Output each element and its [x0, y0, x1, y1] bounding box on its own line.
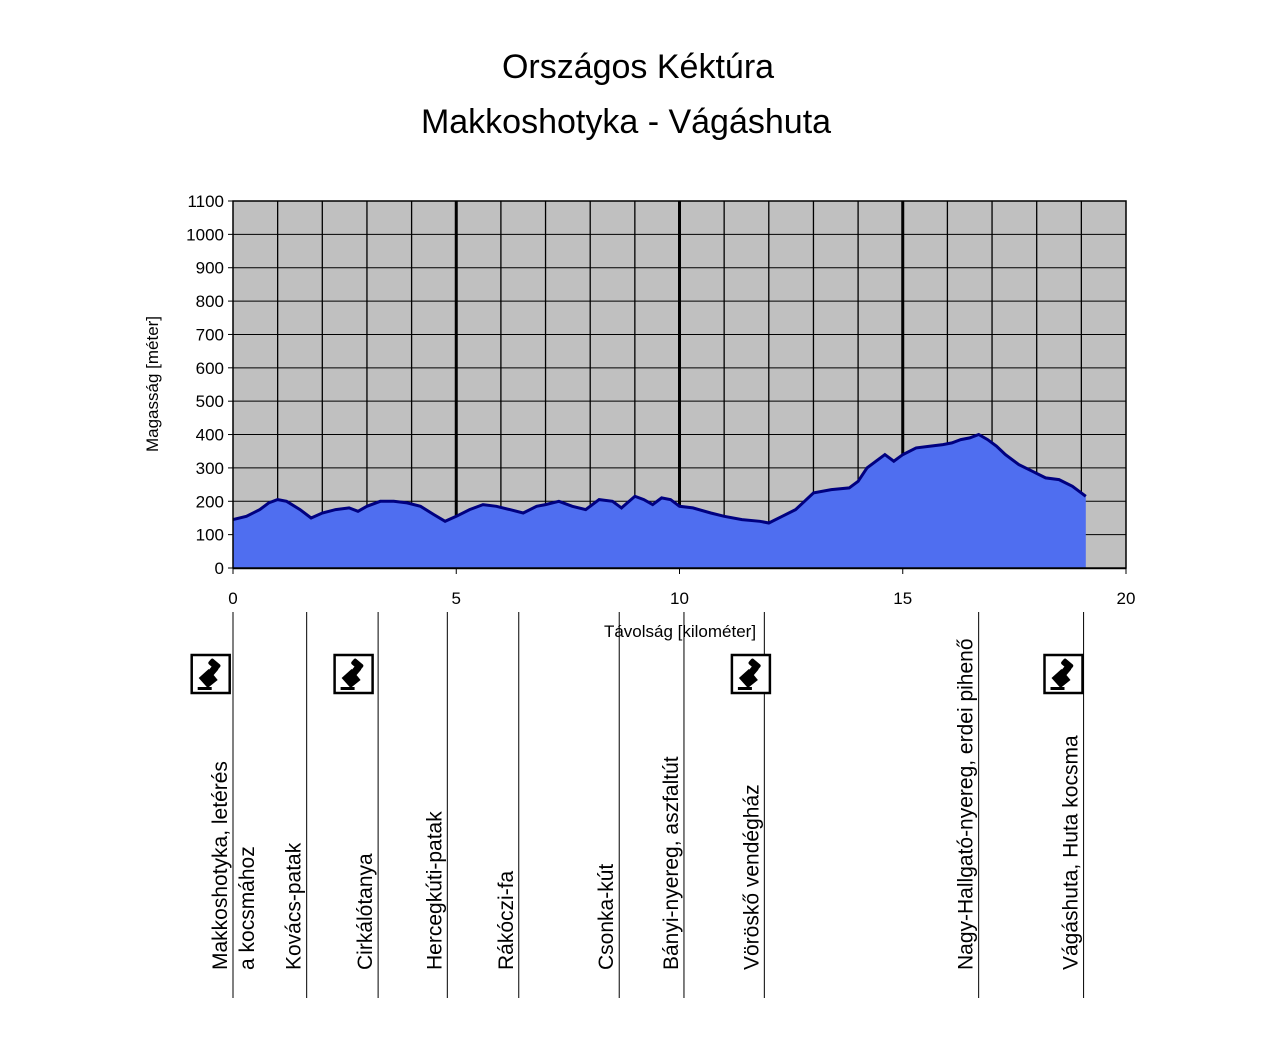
- waypoint-label: Makkoshotyka, letérés: [209, 761, 232, 970]
- y-tick-label: 600: [196, 359, 224, 378]
- waypoint-label: Hercegkúti-patak: [423, 811, 446, 970]
- x-tick-label: 0: [228, 589, 237, 608]
- waypoint-label: Vágáshuta, Huta kocsma: [1060, 735, 1083, 970]
- y-tick-label: 100: [196, 526, 224, 545]
- x-tick-label: 15: [893, 589, 912, 608]
- y-tick-label: 800: [196, 292, 224, 311]
- waypoint-label: Bányi-nyereg, aszfaltút: [660, 756, 683, 970]
- y-tick-label: 300: [196, 459, 224, 478]
- y-tick-label: 400: [196, 426, 224, 445]
- y-axis-label: Magasság [méter]: [143, 316, 162, 452]
- y-tick-label: 1100: [187, 192, 224, 211]
- waypoint-label: Cirkálótanya: [354, 853, 377, 970]
- y-tick-label: 700: [196, 325, 224, 344]
- y-tick-label: 500: [196, 392, 224, 411]
- chart-title: Országos Kéktúra: [502, 48, 774, 86]
- waypoint-label: Nagy-Hallgató-nyereg, erdei pihenő: [955, 638, 978, 970]
- waypoint-labels: Makkoshotyka, letérés a kocsmához Kovács-p…: [209, 612, 1085, 998]
- waypoint-label: Vöröskő vendégház: [740, 784, 763, 970]
- waypoint-label: Rákóczi-fa: [495, 870, 518, 970]
- y-tick-label: 900: [196, 259, 224, 278]
- stamp-icon: [190, 653, 231, 695]
- x-axis: 0 5 10 15 20: [228, 567, 1136, 608]
- elevation-line: [232, 432, 1087, 525]
- x-axis-label: Távolság [kilométer]: [604, 622, 756, 641]
- waypoint-label-line2: a kocsmához: [236, 846, 259, 970]
- stamp-icon: [730, 653, 772, 695]
- chart-subtitle: Makkoshotyka - Vágáshuta: [421, 103, 831, 141]
- stamp-markers: [190, 653, 1084, 695]
- stamp-icon: [333, 653, 374, 695]
- y-tick-label: 0: [215, 559, 224, 578]
- stamp-icon: [1043, 653, 1084, 695]
- y-tick-label: 1000: [186, 225, 224, 244]
- x-tick-label: 20: [1117, 589, 1136, 608]
- y-tick-label: 200: [196, 492, 224, 511]
- x-tick-label: 10: [670, 589, 689, 608]
- y-axis: 0 100 200 300 400 500 600 700 800 900 1000 1100: [186, 192, 233, 578]
- x-tick-label: 5: [452, 589, 461, 608]
- waypoint-label: Csonka-kút: [595, 864, 618, 970]
- waypoint-label: Kovács-patak: [283, 842, 306, 970]
